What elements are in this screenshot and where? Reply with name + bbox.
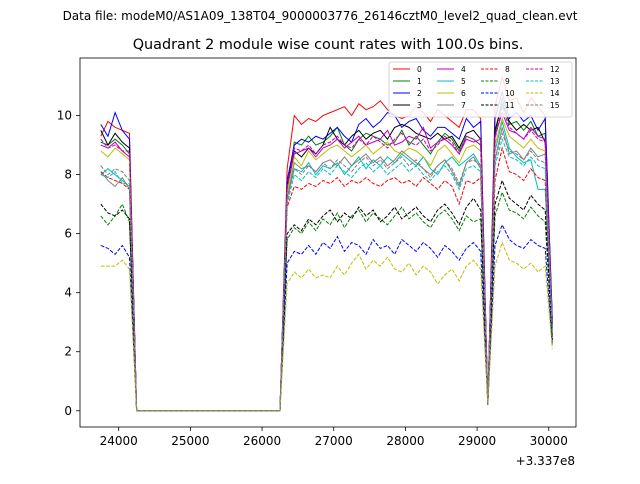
x-tick-label: 26000 xyxy=(243,434,281,448)
y-tick-label: 10 xyxy=(57,109,72,123)
legend-label-12: 12 xyxy=(550,65,560,74)
legend-label-6: 6 xyxy=(461,89,466,98)
x-tick-label: 24000 xyxy=(100,434,138,448)
series-line-15 xyxy=(100,131,553,412)
legend-label-2: 2 xyxy=(417,89,422,98)
legend-label-4: 4 xyxy=(461,65,466,74)
x-offset-text: +3.337e8 xyxy=(516,454,575,468)
series-line-1 xyxy=(100,97,553,412)
series-line-0 xyxy=(100,75,553,412)
legend-label-5: 5 xyxy=(461,77,466,86)
legend-label-14: 14 xyxy=(550,89,560,98)
x-tick-label: 28000 xyxy=(386,434,424,448)
y-tick-label: 0 xyxy=(64,404,72,418)
legend-label-15: 15 xyxy=(550,101,560,110)
y-tick-label: 2 xyxy=(64,345,72,359)
legend-label-8: 8 xyxy=(505,65,510,74)
axes-frame xyxy=(79,57,577,428)
legend-label-0: 0 xyxy=(417,65,422,74)
x-tick-label: 27000 xyxy=(315,434,353,448)
x-tick-label: 29000 xyxy=(458,434,496,448)
figure-suptitle: Data file: modeM0/AS1A09_138T04_90000037… xyxy=(63,9,578,23)
x-tick-label: 30000 xyxy=(530,434,568,448)
y-axis: 0 2 4 6 8 10 xyxy=(57,109,80,418)
x-axis: 24000 25000 26000 27000 28000 29000 30000 xyxy=(100,427,568,448)
series-line-14 xyxy=(100,241,553,412)
legend-box xyxy=(388,61,573,118)
y-tick-label: 4 xyxy=(64,286,72,300)
legend-label-9: 9 xyxy=(505,77,510,86)
x-tick-label: 25000 xyxy=(171,434,209,448)
y-tick-label: 8 xyxy=(64,168,72,182)
legend-label-3: 3 xyxy=(417,101,422,110)
legend-label-10: 10 xyxy=(505,89,515,98)
legend-label-11: 11 xyxy=(505,101,515,110)
series-layer xyxy=(100,75,553,412)
chart-title: Quadrant 2 module wise count rates with … xyxy=(133,37,524,53)
legend-label-13: 13 xyxy=(550,77,560,86)
legend-label-1: 1 xyxy=(417,77,422,86)
y-tick-label: 6 xyxy=(64,227,72,241)
legend-label-7: 7 xyxy=(461,101,466,110)
